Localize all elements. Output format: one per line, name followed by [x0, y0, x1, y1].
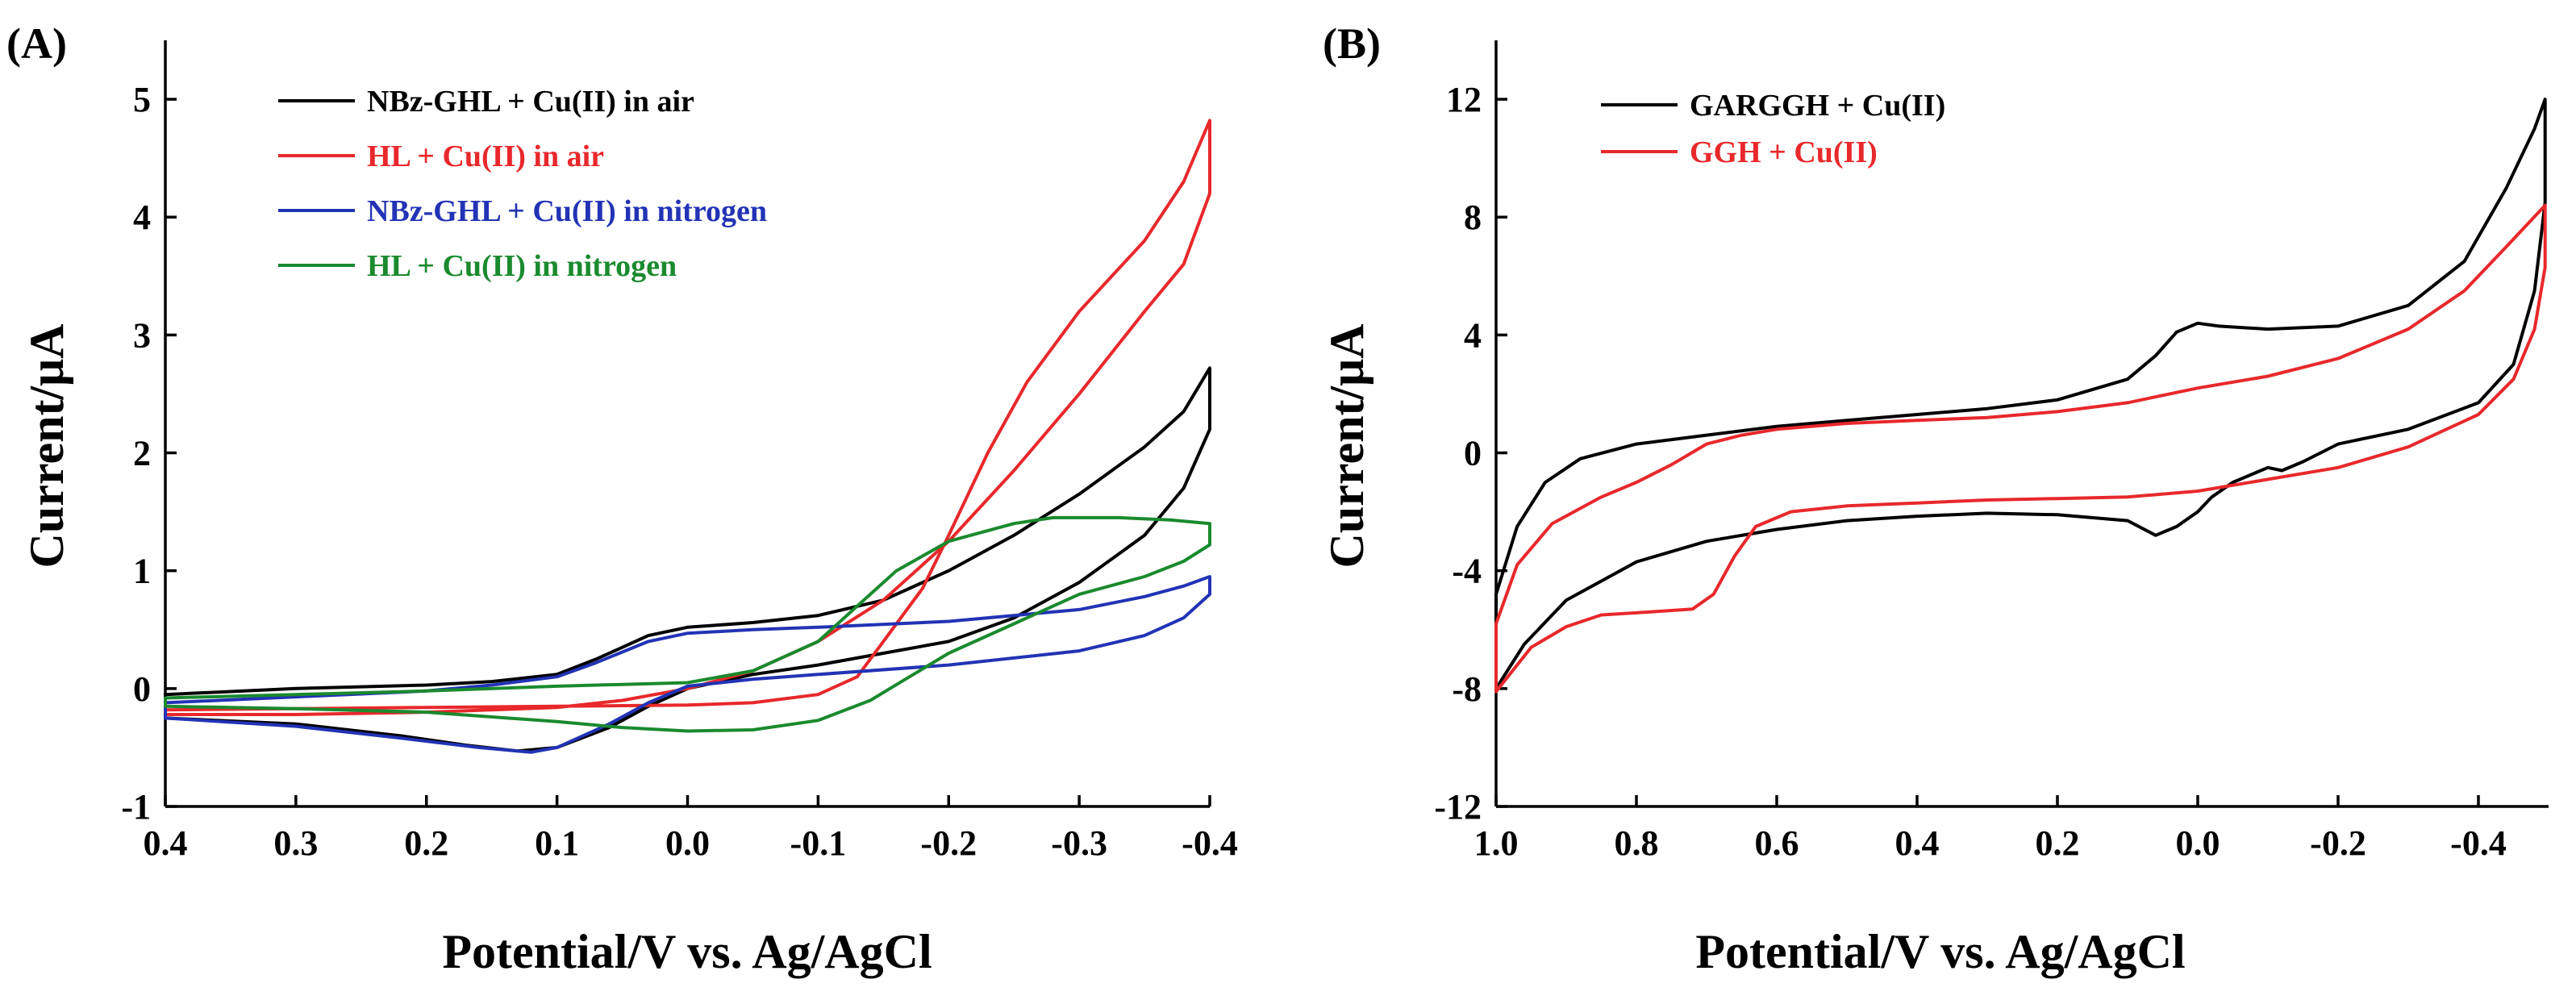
panel-a-x-tick-label: 0.4	[144, 823, 188, 863]
panel-a-series-4	[164, 515, 1211, 733]
panel-a-x-tick-label: 0.0	[665, 823, 710, 863]
panel-b-label: (B)	[1323, 19, 1381, 68]
panel-a-y-tick-label: 2	[133, 434, 151, 473]
panel-a-x-axis-title: Potential/V vs. Ag/AgCl	[442, 925, 932, 978]
panel-a-y-tick-label: -1	[121, 787, 151, 827]
panel-a-x-tick-label: 0.1	[535, 823, 579, 863]
panel-b-x-tick-label: 0.2	[2036, 823, 2080, 863]
panel-b-series-2	[1494, 203, 2547, 694]
panel-a-y-tick-label: 3	[133, 315, 151, 355]
panel-a-legend-label: NBz-GHL + Cu(II) in nitrogen	[367, 194, 767, 228]
panel-a-y-axis-title: Current/μA	[20, 324, 73, 569]
panel-a-x-tick-label: 0.3	[273, 823, 318, 863]
panel-a-x-tick-label: 0.2	[404, 823, 448, 863]
panel-b-y-tick-label: 12	[1446, 80, 1482, 119]
panel-b-x-tick-label: 0.4	[1895, 823, 1940, 863]
panel-b-x-tick-label: -0.4	[2450, 823, 2507, 863]
panel-b-x-tick-label: 0.6	[1755, 823, 1799, 863]
panel-b-y-tick-label: -8	[1452, 669, 1482, 709]
panel-b-x-tick-label: 1.0	[1474, 823, 1519, 863]
panel-a-legend-label: NBz-GHL + Cu(II) in air	[367, 85, 694, 119]
panel-a-series-3	[164, 575, 1211, 754]
panel-b-y-tick-label: -4	[1452, 552, 1482, 591]
panel-a-x-tick-label: -0.2	[920, 823, 977, 863]
panel-a-label: (A)	[6, 19, 67, 68]
panel-a: (A) 0.4 0.3 0.2 0.1 0.0 -0.1 -0.2 -0.3 -0.4 -1 0 1 2…	[6, 19, 1238, 978]
panel-a-x-tick-label: -0.4	[1182, 823, 1238, 863]
panel-a-y-tick-label: 0	[133, 669, 151, 709]
panel-a-plot-area: 0.4 0.3 0.2 0.1 0.0 -0.1 -0.2 -0.3 -0.4 -1 0 1 2 3 4 5 N…	[121, 40, 1238, 863]
panel-b-x-tick-label: -0.2	[2310, 823, 2366, 863]
panel-a-y-tick-label: 5	[133, 80, 151, 119]
panel-a-series-2	[164, 119, 1211, 716]
panel-b-y-tick-label: -12	[1434, 787, 1482, 827]
panel-a-x-tick-label: -0.3	[1051, 823, 1107, 863]
panel-b-y-tick-label: 8	[1464, 198, 1482, 237]
panel-b-y-tick-label: 0	[1464, 434, 1482, 473]
panel-b-x-axis-title: Potential/V vs. Ag/AgCl	[1695, 925, 2185, 978]
panel-b-x-tick-label: 0.0	[2176, 823, 2220, 863]
panel-b-y-tick-label: 4	[1464, 315, 1482, 355]
panel-b-series-1	[1494, 98, 2547, 690]
panel-b: (B) 1.0 0.8 0.6 0.4 0.2 0.0 -0.2 -0.4 -12 -8 -4 0 4 8…	[1320, 19, 2549, 978]
panel-a-y-tick-label: 1	[133, 552, 151, 591]
panel-a-y-tick-label: 4	[133, 198, 151, 237]
panel-b-legend-label: GGH + Cu(II)	[1690, 135, 1878, 169]
panel-b-plot-area: 1.0 0.8 0.6 0.4 0.2 0.0 -0.2 -0.4 -12 -8 -4 0 4 8 12 GA…	[1434, 40, 2549, 863]
panel-b-y-axis-title: Current/μA	[1320, 324, 1373, 569]
panel-b-x-tick-label: 0.8	[1615, 823, 1659, 863]
panel-b-legend-label: GARGGH + Cu(II)	[1690, 89, 1945, 123]
panel-a-x-tick-label: -0.1	[790, 823, 847, 863]
panel-a-legend-label: HL + Cu(II) in nitrogen	[367, 249, 677, 283]
panel-a-legend-label: HL + Cu(II) in air	[367, 140, 604, 173]
